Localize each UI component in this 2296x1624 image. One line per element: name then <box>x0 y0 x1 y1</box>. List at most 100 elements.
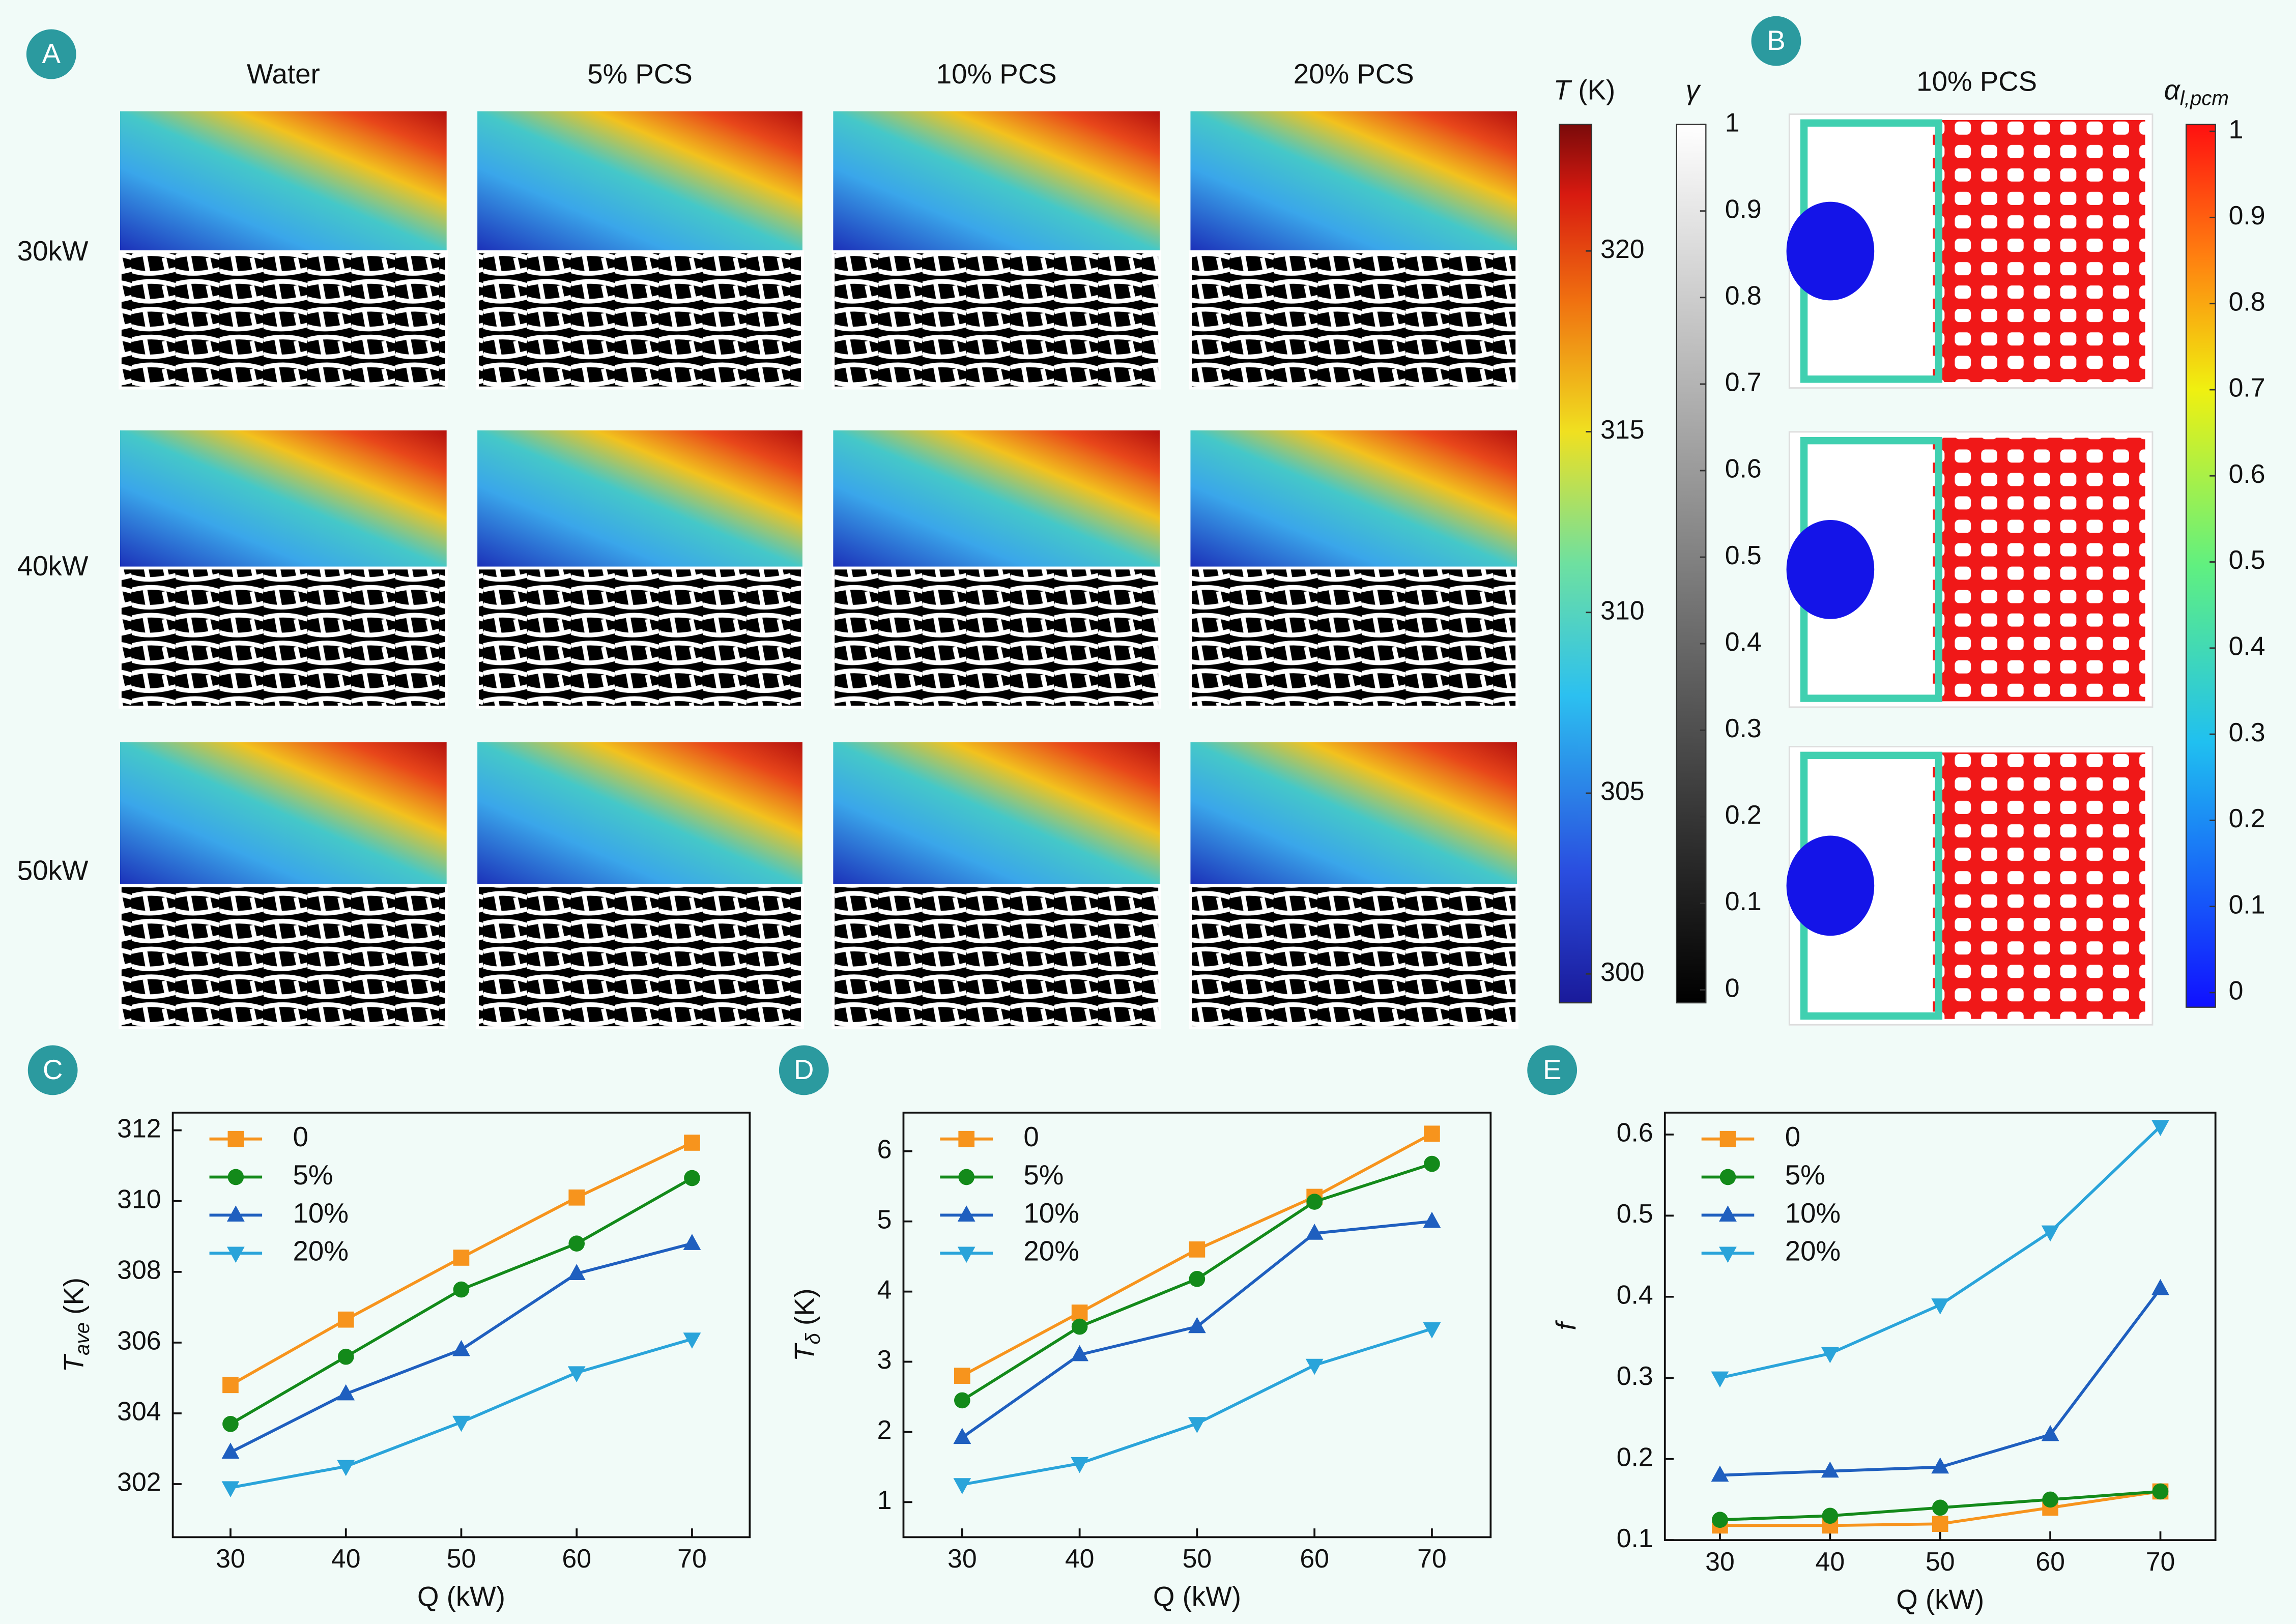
legend-marker <box>227 1169 244 1185</box>
colorbar-tick-label: 305 <box>1600 776 1644 806</box>
marker <box>683 1332 701 1349</box>
topology-field <box>119 250 448 390</box>
legend-marker <box>1719 1130 1736 1147</box>
marker <box>954 1392 970 1409</box>
marker <box>1712 1512 1728 1528</box>
colorbar <box>1676 124 1707 1004</box>
marker <box>1071 1345 1089 1361</box>
label-subscript: δ <box>801 1333 824 1345</box>
marker <box>1932 1516 1948 1532</box>
marker <box>222 1416 239 1432</box>
colorbar <box>2185 124 2216 1008</box>
marker <box>1306 1194 1323 1210</box>
line-chart: 30 40 50 60 70 1 2 3 4 5 6 Q (kW) Tδ (K) 0 5% 10% 20% <box>789 1112 1492 1612</box>
topology-field <box>476 884 804 1029</box>
label-unit: (K) <box>1578 75 1615 106</box>
colorbar-tick-label: 0.1 <box>1725 886 1762 916</box>
label-symbol: T <box>59 1353 90 1372</box>
y-tick-label: 0.6 <box>1617 1118 1653 1147</box>
marker <box>2151 1120 2169 1136</box>
colorbar-label: γ <box>1686 75 1701 106</box>
colorbar-tick-label: 0.3 <box>1725 713 1762 743</box>
colorbar-tick-label: 0.9 <box>1725 194 1762 223</box>
y-tick-label: 0.5 <box>1617 1199 1653 1228</box>
topology-field <box>119 566 448 709</box>
column-title: Water <box>247 59 320 90</box>
melted-region <box>1933 120 2145 383</box>
legend-marker <box>957 1246 975 1263</box>
marker <box>1423 1322 1441 1339</box>
temperature-field <box>477 430 802 568</box>
colorbar-tick-label: 0.7 <box>1725 367 1762 397</box>
y-axis-label: f <box>1551 1320 1582 1330</box>
solid-region <box>1786 835 1875 936</box>
temperature-field <box>833 111 1160 252</box>
colorbar-tick-label: 0.9 <box>2229 200 2265 230</box>
colorbar-tick-label: 0.6 <box>1725 454 1762 483</box>
legend-marker <box>1719 1169 1736 1185</box>
y-tick-label: 6 <box>877 1134 892 1164</box>
marker <box>684 1135 700 1151</box>
row-label: 50kW <box>17 855 89 886</box>
series-line <box>1719 1288 2162 1477</box>
x-tick-label: 50 <box>1926 1547 1955 1576</box>
x-axis-label: Q (kW) <box>1153 1581 1241 1612</box>
marker <box>1188 1317 1206 1333</box>
temperature-field <box>1190 430 1517 568</box>
label-subscript: l,pcm <box>2180 86 2229 109</box>
label-unit: (K) <box>789 1288 820 1325</box>
solid-region <box>1786 519 1875 619</box>
column-title: 20% PCS <box>1294 59 1414 90</box>
column-title: 5% PCS <box>587 59 693 90</box>
marker <box>2041 1225 2059 1242</box>
y-tick-label: 310 <box>117 1184 161 1213</box>
colorbar-tick-label: 315 <box>1600 415 1644 444</box>
colorbar-tick-label: 0.8 <box>1725 280 1762 310</box>
marker <box>1821 1461 1839 1478</box>
colorbar-label: αl,pcm <box>2164 75 2229 110</box>
panel-title: 10% PCS <box>1916 66 2037 97</box>
x-tick-label: 40 <box>1065 1544 1095 1573</box>
topology-field <box>1189 566 1519 709</box>
x-tick-label: 70 <box>677 1544 707 1573</box>
marker <box>337 1384 355 1401</box>
colorbar-tick-label: 0.4 <box>2229 631 2265 661</box>
x-tick-label: 60 <box>1300 1544 1329 1573</box>
marker <box>1071 1318 1088 1335</box>
x-tick-label: 30 <box>948 1544 977 1573</box>
legend-marker <box>1719 1205 1737 1222</box>
marker <box>337 1311 354 1328</box>
legend-label: 0 <box>293 1121 308 1152</box>
colorbar-tick-label: 0.4 <box>1725 627 1762 656</box>
marker <box>2151 1279 2169 1295</box>
legend-label: 0 <box>1023 1121 1039 1152</box>
panel-badge <box>779 1045 829 1095</box>
marker <box>222 1377 239 1394</box>
topology-field <box>476 250 804 390</box>
colorbar-tick-label: 0 <box>1725 973 1740 1002</box>
marker <box>567 1366 586 1382</box>
marker <box>221 1442 240 1459</box>
y-tick-label: 312 <box>117 1113 161 1143</box>
marker <box>452 1340 470 1356</box>
marker <box>1711 1465 1729 1482</box>
label-symbol: f <box>1551 1320 1582 1330</box>
y-tick-label: 4 <box>877 1274 892 1304</box>
row-label: 40kW <box>17 550 89 582</box>
x-tick-label: 30 <box>216 1544 245 1573</box>
marker <box>683 1234 701 1250</box>
marker <box>567 1264 586 1280</box>
colorbar-label: T (K) <box>1554 75 1615 106</box>
marker <box>954 1368 970 1384</box>
x-tick-label: 30 <box>1705 1547 1735 1576</box>
y-axis-label: Tδ (K) <box>789 1288 824 1361</box>
temperature-field <box>833 430 1160 568</box>
label-subscript: ave <box>71 1322 94 1355</box>
temperature-field <box>1190 111 1517 252</box>
legend-label: 10% <box>293 1198 349 1229</box>
colorbar-tick-label: 300 <box>1600 957 1644 987</box>
marker <box>2152 1483 2169 1500</box>
y-tick-label: 3 <box>877 1345 892 1374</box>
marker <box>953 1478 971 1494</box>
